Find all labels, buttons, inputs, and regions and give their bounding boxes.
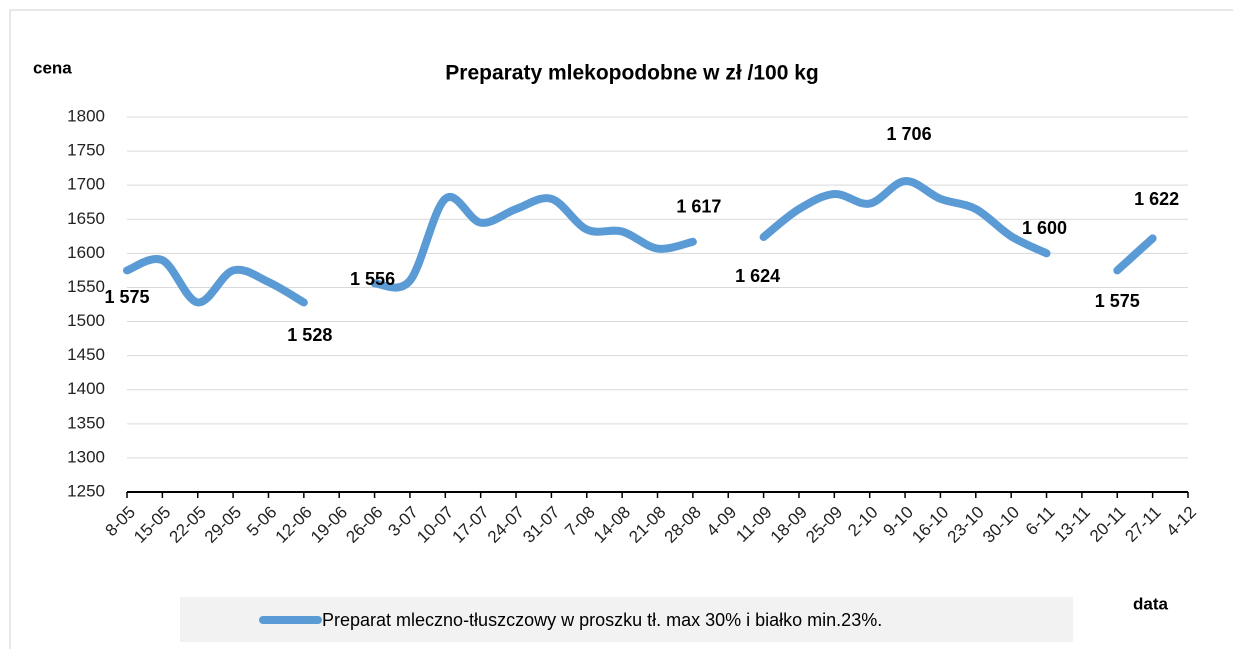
y-tick-label: 1500: [67, 311, 105, 330]
y-tick-label: 1700: [67, 175, 105, 194]
legend-label: Preparat mleczno-tłuszczowy w proszku tł…: [322, 610, 882, 630]
x-tick-label: 31-07: [519, 503, 563, 547]
x-tick-label: 30-10: [979, 503, 1023, 547]
x-tick-label: 29-05: [201, 503, 245, 547]
y-tick-label: 1400: [67, 379, 105, 398]
chart-border: [9, 9, 1233, 649]
x-tick-label: 27-11: [1121, 503, 1164, 546]
x-tick-label: 13-11: [1051, 503, 1094, 546]
x-tick-label: 20-11: [1086, 503, 1129, 546]
x-tick-label: 11-09: [732, 503, 775, 546]
x-tick-label: 12-06: [272, 503, 316, 547]
data-label: 1 617: [676, 197, 721, 217]
x-tick-label: 14-08: [590, 503, 634, 547]
y-tick-label: 1800: [67, 106, 105, 125]
data-label: 1 575: [104, 287, 149, 307]
line: [123, 177, 1157, 307]
legend: [180, 597, 1073, 642]
data-label: 1 624: [735, 266, 780, 286]
y-tick-label: 1550: [67, 277, 105, 296]
x-tick-label: 23-10: [944, 503, 988, 547]
data-label: 1 575: [1095, 291, 1140, 311]
x-tick-label: 17-07: [448, 503, 492, 547]
x-tick-label: 24-07: [484, 503, 528, 547]
y-tick-label: 1350: [67, 413, 105, 432]
x-tick-label: 26-06: [342, 503, 386, 547]
data-label: 1 556: [350, 269, 395, 289]
x-tick-label: 16-10: [908, 503, 952, 547]
x-tick-label: 4-12: [1163, 503, 1200, 540]
y-tick-label: 1450: [67, 345, 105, 364]
data-label: 1 600: [1022, 218, 1067, 238]
x-tick-label: 28-08: [661, 503, 705, 547]
y-tick-label: 1750: [67, 141, 105, 160]
x-tick-label: 15-05: [130, 503, 174, 547]
x-tick-label: 25-09: [802, 503, 846, 547]
data-label: 1 622: [1134, 189, 1179, 209]
y-tick-label: 1600: [67, 243, 105, 262]
x-tick-label: 22-05: [166, 503, 210, 547]
y-tick-label: 1250: [67, 481, 105, 500]
x-axis-label: data: [1133, 594, 1169, 613]
data-label: 1 528: [287, 325, 332, 345]
x-tick-label: 18-09: [767, 503, 811, 547]
x-tick-label: 19-06: [307, 503, 351, 547]
x-tick-label: 21-08: [625, 503, 669, 547]
y-axis-label: cena: [33, 58, 72, 77]
y-tick-label: 1650: [67, 209, 105, 228]
data-label: 1 706: [887, 124, 932, 144]
y-tick-label: 1300: [67, 447, 105, 466]
chart-title: Preparaty mlekopodobne w zł /100 kg: [445, 62, 818, 85]
x-tick-label: 10-07: [413, 503, 457, 547]
x-tick-label: 2-10: [844, 503, 881, 540]
